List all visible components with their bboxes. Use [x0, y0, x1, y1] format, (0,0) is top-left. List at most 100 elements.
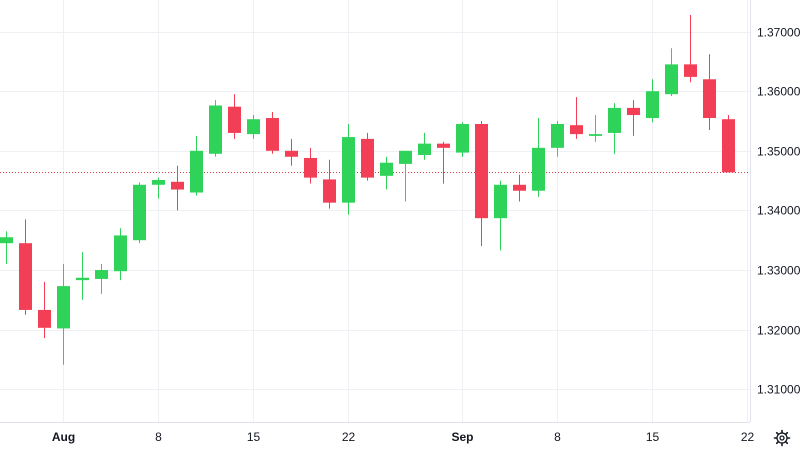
candle-down — [722, 115, 735, 173]
x-tick-label: Aug — [52, 430, 75, 444]
candle-body — [285, 150, 298, 157]
candle-up — [76, 252, 89, 300]
candle-body — [171, 181, 184, 190]
candle-body — [266, 118, 279, 151]
y-tick-label: 1.32000 — [757, 324, 801, 338]
candle-body — [570, 125, 583, 135]
candle-body — [703, 79, 716, 119]
candle-body — [152, 180, 165, 185]
candle-down — [361, 132, 374, 181]
candle-down — [570, 97, 583, 139]
candle-body — [418, 143, 431, 155]
candle-down — [323, 159, 336, 209]
candle-up — [57, 264, 70, 365]
candle-down — [304, 147, 317, 184]
candle-up — [399, 150, 412, 202]
y-tick-label: 1.37000 — [757, 26, 801, 40]
candle-down — [437, 141, 450, 184]
candle-up — [247, 115, 260, 139]
y-tick-label: 1.31000 — [757, 383, 801, 397]
candle-up — [418, 132, 431, 160]
candle-up — [133, 182, 146, 244]
candle-body — [19, 243, 32, 310]
candle-body — [399, 150, 412, 164]
candle-down — [703, 54, 716, 130]
candle-body — [247, 119, 260, 135]
candle-body — [0, 237, 13, 244]
y-tick-label: 1.35000 — [757, 145, 801, 159]
candle-down — [513, 174, 526, 202]
candle-body — [228, 106, 241, 133]
candle-body — [380, 162, 393, 176]
candle-body — [38, 309, 51, 328]
candle-up — [589, 115, 602, 142]
candle-body — [589, 134, 602, 136]
y-tick-label: 1.34000 — [757, 204, 801, 218]
candle-up — [494, 180, 507, 251]
candle-body — [190, 150, 203, 193]
candle-body — [551, 123, 564, 148]
candle-up — [209, 100, 222, 157]
candle-up — [342, 123, 355, 215]
candle-body — [437, 143, 450, 148]
candle-body — [684, 64, 697, 77]
candle-body — [209, 105, 222, 154]
x-tick-label: 22 — [342, 430, 356, 444]
candle-up — [665, 48, 678, 96]
candle-up — [152, 177, 165, 199]
candles — [0, 14, 735, 365]
candle-body — [513, 184, 526, 191]
candle-up — [190, 135, 203, 196]
candle-down — [266, 112, 279, 154]
candle-body — [627, 107, 640, 116]
x-tick-label: 8 — [554, 430, 561, 444]
candle-down — [38, 281, 51, 338]
gear-icon — [773, 429, 791, 447]
candle-up — [456, 122, 469, 157]
candle-body — [95, 270, 108, 279]
candle-up — [0, 231, 13, 265]
candle-body — [114, 235, 127, 272]
x-tick-label: 15 — [247, 430, 261, 444]
candle-up — [380, 156, 393, 190]
candle-body — [475, 123, 488, 219]
candle-down — [627, 100, 640, 136]
y-tick-label: 1.33000 — [757, 264, 801, 278]
candle-body — [665, 64, 678, 95]
candle-down — [684, 14, 697, 83]
candle-down — [19, 219, 32, 315]
x-tick-label: 22 — [741, 430, 755, 444]
candle-down — [171, 165, 184, 211]
candle-body — [494, 184, 507, 219]
candle-down — [475, 120, 488, 247]
candle-body — [646, 91, 659, 119]
candle-body — [323, 179, 336, 203]
y-tick-label: 1.36000 — [757, 85, 801, 99]
x-tick-label: Sep — [451, 430, 473, 444]
x-tick-label: 8 — [155, 430, 162, 444]
candle-body — [304, 157, 317, 178]
candle-body — [133, 184, 146, 241]
candle-up — [646, 79, 659, 123]
candle-up — [551, 120, 564, 157]
candle-up — [114, 228, 127, 281]
candle-body — [57, 286, 70, 329]
candle-body — [76, 277, 89, 281]
candle-body — [722, 119, 735, 173]
candle-body — [456, 123, 469, 153]
candle-body — [361, 138, 374, 178]
candle-down — [228, 94, 241, 139]
candle-down — [285, 138, 298, 166]
settings-button[interactable] — [772, 428, 792, 448]
candle-body — [532, 147, 545, 191]
candle-up — [608, 103, 621, 154]
candle-body — [342, 137, 355, 203]
candle-up — [95, 264, 108, 294]
grid — [0, 0, 750, 422]
x-tick-label: 15 — [646, 430, 660, 444]
candle-body — [608, 107, 621, 133]
candle-up — [532, 118, 545, 197]
